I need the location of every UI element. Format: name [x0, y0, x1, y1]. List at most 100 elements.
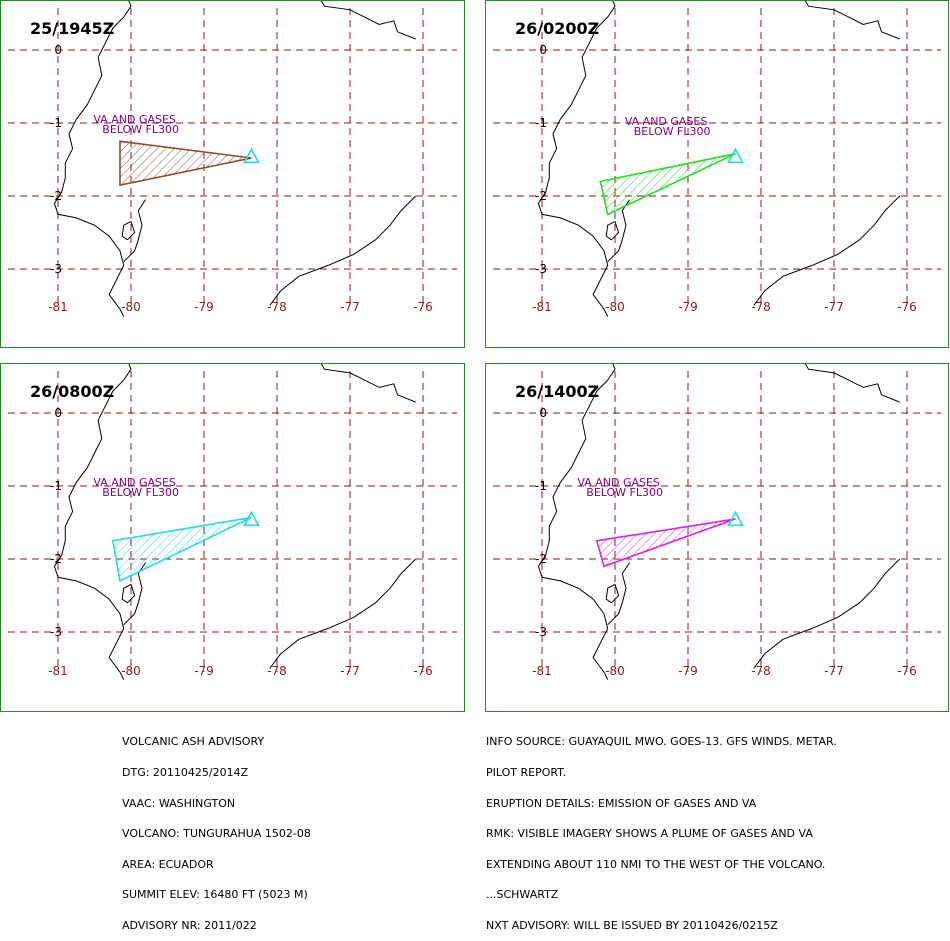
panel-frame [0, 0, 465, 348]
lon-tick-label: -76 [897, 300, 917, 314]
coastline [121, 220, 136, 241]
lat-tick-label: -1 [535, 116, 547, 130]
lat-tick-label: -2 [50, 189, 62, 203]
lon-tick-label: -76 [897, 664, 917, 678]
border-line [269, 195, 417, 306]
lon-tick-label: -76 [413, 664, 433, 678]
advisory-left-line: AREA: ECUADOR [122, 857, 214, 871]
advisory-left-line: VOLCANIC ASH ADVISORY [122, 735, 265, 749]
advisory-right-line: NXT ADVISORY: WILL BE ISSUED BY 20110426… [486, 918, 778, 932]
coastline [123, 199, 147, 263]
lon-tick-label: -81 [532, 664, 552, 678]
lat-tick-label: 0 [539, 406, 547, 420]
border-line [753, 558, 901, 669]
border-line [804, 1, 900, 40]
lat-tick-label: -1 [50, 116, 62, 130]
lon-tick-label: -79 [678, 300, 698, 314]
lon-tick-label: -77 [340, 664, 360, 678]
plume-label-line1: VA AND GASES [577, 476, 660, 489]
lon-tick-label: -77 [824, 664, 844, 678]
border-line [269, 558, 417, 669]
panel-frame [485, 0, 949, 348]
advisory-left-block: VOLCANIC ASH ADVISORY DTG: 20110425/2014… [122, 717, 311, 941]
ash-plume-polygon [119, 140, 252, 187]
lat-tick-label: -2 [535, 189, 547, 203]
lat-tick-label: -3 [50, 625, 62, 639]
coastline [605, 583, 620, 604]
panel-frame [0, 363, 465, 712]
forecast-time-label: 26/0800Z [30, 382, 114, 401]
lon-tick-label: -81 [48, 300, 68, 314]
lat-tick-label: -3 [50, 262, 62, 276]
lon-tick-label: -77 [340, 300, 360, 314]
coastline [53, 1, 132, 317]
advisory-right-line: PILOT REPORT. [486, 766, 567, 779]
lon-tick-label: -81 [532, 300, 552, 314]
plume-label-line2: BELOW FL300 [102, 123, 179, 136]
coastline [605, 220, 620, 241]
coastline [121, 583, 136, 604]
border-line [320, 1, 416, 40]
advisory-right-line: ...SCHWARTZ [486, 888, 559, 902]
advisory-right-line: EXTENDING ABOUT 110 NMI TO THE WEST OF T… [486, 857, 826, 871]
lon-tick-label: -80 [121, 664, 141, 678]
plume-label-line2: BELOW FL300 [634, 125, 711, 138]
lon-tick-label: -79 [194, 300, 214, 314]
plume-label-line2: BELOW FL300 [586, 486, 663, 499]
advisory-right-line: RMK: VISIBLE IMAGERY SHOWS A PLUME OF GA… [486, 827, 813, 841]
advisory-left-line: SUMMIT ELEV: 16480 FT (5023 M) [122, 888, 308, 902]
lat-tick-label: -1 [50, 479, 62, 493]
plume-label-line1: VA AND GASES [93, 113, 176, 126]
lon-tick-label: -79 [678, 664, 698, 678]
volcano-icon [243, 510, 260, 527]
lat-tick-label: -2 [50, 552, 62, 566]
border-line [804, 364, 900, 403]
lon-tick-label: -76 [413, 300, 433, 314]
lon-tick-label: -81 [48, 664, 68, 678]
coastline [53, 364, 132, 680]
coastline [537, 364, 616, 680]
advisory-left-line: ADVISORY NR: 2011/022 [122, 918, 257, 932]
volcano-icon [243, 147, 260, 164]
advisory-left-line: VOLCANO: TUNGURAHUA 1502-08 [122, 827, 311, 841]
lat-tick-label: -2 [535, 552, 547, 566]
coastline [537, 1, 616, 317]
forecast-time-label: 26/1400Z [515, 382, 599, 401]
lat-tick-label: -3 [535, 625, 547, 639]
lon-tick-label: -80 [605, 664, 625, 678]
advisory-right-line: INFO SOURCE: GUAYAQUIL MWO. GOES-13. GFS… [486, 735, 837, 749]
lon-tick-label: -80 [605, 300, 625, 314]
panel-frame [485, 363, 949, 712]
advisory-right-block: INFO SOURCE: GUAYAQUIL MWO. GOES-13. GFS… [486, 717, 837, 941]
coastline [607, 562, 631, 626]
plume-label-line1: VA AND GASES [93, 476, 176, 489]
lon-tick-label: -79 [194, 664, 214, 678]
volcano-icon [727, 147, 744, 164]
ash-plume-polygon [595, 518, 736, 568]
plume-label-line2: BELOW FL300 [102, 486, 179, 499]
forecast-time-label: 26/0200Z [515, 19, 599, 38]
lon-tick-label: -78 [751, 300, 771, 314]
ash-plume-polygon [599, 152, 736, 216]
coastline [607, 199, 631, 263]
lon-tick-label: -80 [121, 300, 141, 314]
advisory-left-line: VAAC: WASHINGTON [122, 796, 236, 810]
lon-tick-label: -78 [751, 664, 771, 678]
lon-tick-label: -78 [267, 664, 287, 678]
advisory-right-line: ERUPTION DETAILS: EMISSION OF GASES AND … [486, 796, 757, 810]
lat-tick-label: -1 [535, 479, 547, 493]
lat-tick-label: 0 [539, 43, 547, 57]
volcano-icon [727, 510, 744, 527]
advisory-left-line: DTG: 20110425/2014Z [122, 766, 249, 779]
lon-tick-label: -77 [824, 300, 844, 314]
ash-plume-polygon [111, 516, 252, 583]
plume-label-line1: VA AND GASES [625, 115, 708, 128]
forecast-time-label: 25/1945Z [30, 19, 114, 38]
lat-tick-label: 0 [54, 406, 62, 420]
border-line [320, 364, 416, 403]
